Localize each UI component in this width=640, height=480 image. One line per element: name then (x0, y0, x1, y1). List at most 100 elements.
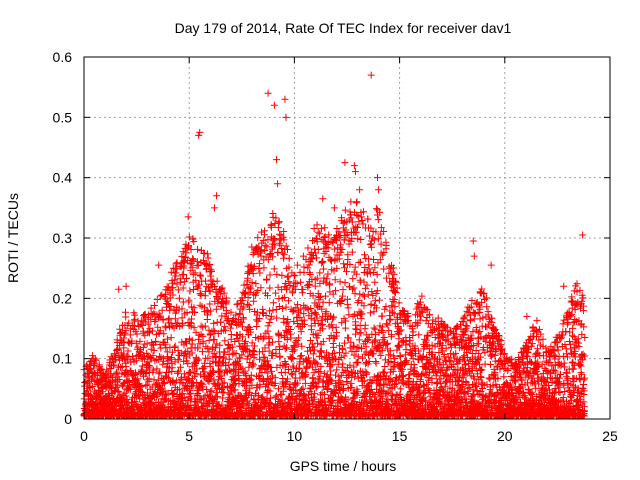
data-point (147, 345, 155, 353)
data-point (169, 291, 177, 299)
data-point (131, 315, 139, 323)
data-point (144, 358, 152, 366)
data-point (143, 340, 151, 348)
data-point (161, 390, 169, 398)
data-point (189, 255, 197, 263)
data-point (131, 397, 139, 405)
data-point (187, 246, 195, 254)
data-point (153, 365, 161, 373)
data-point (144, 320, 152, 328)
data-point (174, 367, 182, 375)
data-point (165, 283, 173, 291)
data-point (176, 386, 184, 394)
data-point (92, 356, 100, 364)
data-point (115, 388, 123, 396)
data-point (168, 364, 176, 372)
data-point (117, 363, 125, 371)
data-point (161, 379, 169, 387)
data-point (171, 276, 179, 284)
data-point (174, 347, 182, 355)
data-point (163, 373, 171, 381)
data-point (155, 352, 163, 360)
data-point (132, 357, 140, 365)
data-point (163, 297, 171, 305)
data-point (136, 337, 144, 345)
data-point (147, 355, 155, 363)
data-point (125, 338, 133, 346)
data-point (126, 331, 134, 339)
data-point (155, 370, 163, 378)
data-point (160, 379, 168, 387)
data-point (168, 348, 176, 356)
data-point (167, 268, 175, 276)
data-point (87, 365, 95, 373)
data-point (179, 390, 187, 398)
data-point (160, 330, 168, 338)
data-point (185, 298, 193, 306)
data-point (160, 357, 168, 365)
data-point (128, 337, 136, 345)
data-point (186, 287, 194, 295)
data-point (105, 378, 113, 386)
data-point (114, 345, 122, 353)
data-point (186, 319, 194, 327)
data-point (152, 380, 160, 388)
data-point (122, 392, 130, 400)
data-point (124, 347, 132, 355)
data-point (176, 363, 184, 371)
data-point (161, 341, 169, 349)
data-point (191, 309, 198, 317)
data-point (172, 269, 180, 277)
data-point (188, 340, 196, 348)
data-point (150, 302, 158, 310)
data-point (165, 374, 173, 382)
data-point (146, 362, 154, 370)
data-point (168, 353, 176, 361)
data-point (178, 252, 186, 260)
data-point (153, 295, 161, 303)
data-point (188, 315, 196, 323)
data-point (158, 306, 166, 314)
data-point (158, 374, 166, 382)
data-point (177, 278, 185, 286)
data-point (119, 380, 127, 388)
data-point (149, 327, 157, 335)
data-point (191, 269, 199, 277)
data-point (137, 348, 145, 356)
data-point (154, 323, 162, 331)
data-point (120, 350, 128, 358)
data-point (124, 353, 132, 361)
data-point (173, 280, 181, 288)
data-point (149, 366, 157, 374)
data-point (167, 334, 175, 342)
data-point (165, 314, 173, 322)
data-point (192, 397, 200, 405)
data-point (154, 376, 162, 384)
data-point (163, 335, 171, 343)
data-point (127, 325, 135, 333)
data-point (183, 308, 191, 316)
data-point (174, 356, 182, 364)
data-point (174, 286, 182, 294)
data-point (191, 361, 199, 369)
data-point (178, 305, 186, 313)
data-point (186, 368, 194, 376)
data-point (145, 375, 153, 383)
data-point (153, 393, 161, 401)
data-point (122, 327, 130, 335)
data-point (139, 327, 147, 335)
data-points (80, 71, 589, 420)
data-point (122, 313, 130, 321)
data-point (179, 284, 187, 292)
data-point (113, 346, 121, 354)
data-point (190, 380, 198, 388)
data-point (133, 330, 141, 338)
data-point (184, 347, 192, 355)
data-point (172, 260, 180, 268)
grid-lines (84, 57, 610, 419)
data-point (107, 372, 115, 380)
data-point (156, 327, 164, 335)
data-point (188, 349, 196, 357)
data-point (182, 249, 190, 257)
